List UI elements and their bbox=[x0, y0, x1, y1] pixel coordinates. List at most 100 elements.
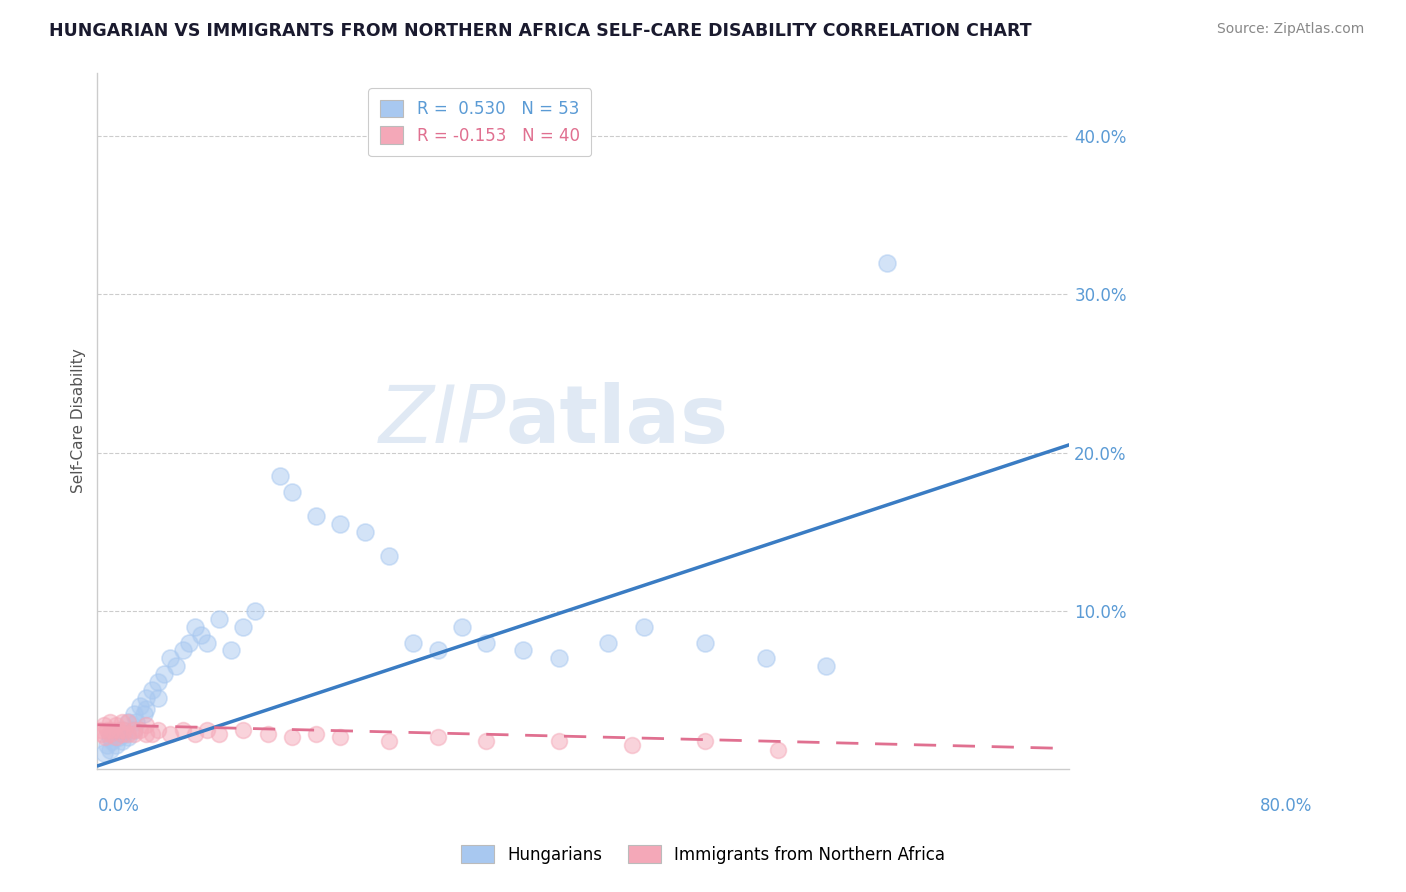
Point bbox=[98, 727, 121, 741]
Point bbox=[172, 643, 194, 657]
Point bbox=[219, 643, 242, 657]
Point bbox=[159, 727, 181, 741]
Point bbox=[548, 651, 571, 665]
Point bbox=[135, 690, 157, 705]
Point bbox=[281, 731, 304, 745]
Point bbox=[93, 718, 115, 732]
Legend: Hungarians, Immigrants from Northern Africa: Hungarians, Immigrants from Northern Afr… bbox=[454, 838, 952, 871]
Point bbox=[269, 469, 291, 483]
Point bbox=[135, 718, 157, 732]
Point bbox=[190, 627, 212, 641]
Point bbox=[245, 604, 267, 618]
Text: 80.0%: 80.0% bbox=[1260, 797, 1312, 815]
Point bbox=[426, 731, 449, 745]
Point bbox=[305, 508, 328, 523]
Point bbox=[93, 746, 115, 760]
Point bbox=[177, 635, 200, 649]
Text: atlas: atlas bbox=[506, 382, 728, 460]
Point bbox=[122, 706, 145, 721]
Y-axis label: Self-Care Disability: Self-Care Disability bbox=[72, 349, 86, 493]
Point bbox=[98, 714, 121, 729]
Point bbox=[208, 612, 231, 626]
Point bbox=[148, 675, 170, 690]
Text: ZIP: ZIP bbox=[378, 382, 506, 460]
Point bbox=[512, 643, 534, 657]
Point bbox=[135, 702, 157, 716]
Point bbox=[159, 651, 181, 665]
Point bbox=[693, 733, 716, 747]
Point bbox=[475, 733, 498, 747]
Point bbox=[104, 727, 127, 741]
Point bbox=[96, 739, 118, 753]
Point bbox=[475, 635, 498, 649]
Point bbox=[111, 714, 134, 729]
Point bbox=[876, 256, 898, 270]
Point bbox=[112, 727, 135, 741]
Point bbox=[125, 714, 148, 729]
Point bbox=[104, 739, 127, 753]
Point bbox=[129, 723, 152, 737]
Point bbox=[305, 727, 328, 741]
Point bbox=[353, 524, 375, 539]
Point bbox=[122, 723, 145, 737]
Point bbox=[111, 723, 134, 737]
Point bbox=[94, 731, 117, 745]
Point bbox=[426, 643, 449, 657]
Point bbox=[108, 723, 131, 737]
Point bbox=[101, 733, 124, 747]
Point bbox=[104, 731, 127, 745]
Point bbox=[117, 714, 139, 729]
Point bbox=[91, 727, 114, 741]
Text: 0.0%: 0.0% bbox=[97, 797, 139, 815]
Point bbox=[232, 723, 254, 737]
Point bbox=[111, 727, 134, 741]
Point bbox=[117, 714, 139, 729]
Point bbox=[329, 731, 352, 745]
Point bbox=[378, 549, 401, 563]
Point bbox=[548, 733, 571, 747]
Point bbox=[621, 739, 644, 753]
Point bbox=[596, 635, 619, 649]
Point bbox=[281, 485, 304, 500]
Point bbox=[101, 723, 124, 737]
Point bbox=[329, 516, 352, 531]
Point bbox=[755, 651, 778, 665]
Point bbox=[693, 635, 716, 649]
Point bbox=[104, 718, 127, 732]
Point bbox=[117, 731, 139, 745]
Point bbox=[122, 723, 145, 737]
Point bbox=[129, 698, 152, 713]
Point bbox=[256, 727, 278, 741]
Point bbox=[135, 727, 157, 741]
Point bbox=[451, 620, 474, 634]
Point bbox=[148, 723, 170, 737]
Point bbox=[195, 723, 218, 737]
Point bbox=[111, 733, 134, 747]
Point bbox=[815, 659, 838, 673]
Point bbox=[117, 727, 139, 741]
Point bbox=[148, 690, 170, 705]
Point bbox=[89, 723, 111, 737]
Point bbox=[402, 635, 425, 649]
Point bbox=[141, 683, 163, 698]
Point bbox=[183, 620, 205, 634]
Point bbox=[208, 727, 231, 741]
Point bbox=[166, 659, 188, 673]
Point bbox=[172, 723, 194, 737]
Point bbox=[122, 727, 145, 741]
Text: HUNGARIAN VS IMMIGRANTS FROM NORTHERN AFRICA SELF-CARE DISABILITY CORRELATION CH: HUNGARIAN VS IMMIGRANTS FROM NORTHERN AF… bbox=[49, 22, 1032, 40]
Point bbox=[98, 743, 121, 757]
Point bbox=[108, 731, 131, 745]
Point bbox=[766, 743, 789, 757]
Point bbox=[153, 667, 176, 681]
Legend: R =  0.530   N = 53, R = -0.153   N = 40: R = 0.530 N = 53, R = -0.153 N = 40 bbox=[368, 88, 592, 156]
Point bbox=[195, 635, 218, 649]
Point bbox=[98, 731, 121, 745]
Point bbox=[141, 727, 163, 741]
Point bbox=[183, 727, 205, 741]
Point bbox=[633, 620, 655, 634]
Point bbox=[96, 723, 118, 737]
Text: Source: ZipAtlas.com: Source: ZipAtlas.com bbox=[1216, 22, 1364, 37]
Point bbox=[232, 620, 254, 634]
Point bbox=[378, 733, 401, 747]
